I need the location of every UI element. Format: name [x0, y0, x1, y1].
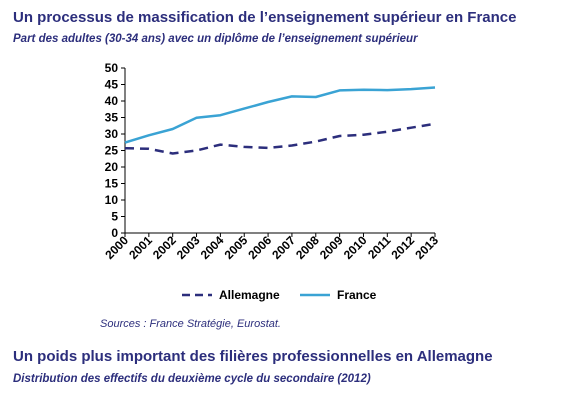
x-tick-label: 2002	[150, 233, 179, 262]
y-tick-label: 15	[105, 177, 119, 191]
y-tick-label: 30	[105, 127, 119, 141]
x-tick-label: 2011	[365, 233, 394, 262]
y-tick-label: 40	[105, 94, 119, 108]
y-tick-label: 5	[111, 210, 118, 224]
chart-subtitle: Part des adultes (30-34 ans) avec un dip…	[13, 33, 418, 45]
section-title: Un poids plus important des filières pro…	[13, 348, 493, 365]
y-tick-label: 35	[105, 111, 119, 125]
y-tick-label: 0	[111, 226, 118, 240]
x-tick-label: 2007	[269, 233, 298, 262]
legend-label-france: France	[337, 288, 377, 302]
source-note: Sources : France Stratégie, Eurostat.	[100, 318, 281, 330]
x-tick-label: 2010	[341, 233, 370, 262]
x-tick-label: 2004	[198, 233, 227, 262]
x-tick-label: 2001	[126, 233, 155, 262]
x-axis-ticks: 2000200120022003200420052006200720082009…	[102, 233, 441, 262]
y-tick-label: 25	[105, 144, 119, 158]
series-line-allemagne	[124, 122, 436, 155]
y-tick-label: 20	[105, 160, 119, 174]
y-tick-label: 50	[105, 61, 119, 75]
series-line-france	[124, 86, 436, 144]
x-tick-label: 2013	[412, 233, 441, 262]
y-tick-label: 45	[105, 78, 119, 92]
section-subtitle: Distribution des effectifs du deuxième c…	[13, 373, 371, 385]
chart-axes	[124, 68, 435, 234]
x-tick-label: 2006	[245, 233, 274, 262]
x-tick-label: 2012	[388, 233, 417, 262]
legend-label-allemagne: Allemagne	[219, 288, 280, 302]
x-tick-label: 2008	[293, 233, 322, 262]
x-tick-label: 2005	[222, 233, 251, 262]
y-axis-ticks: 0 5 10 15 20 25 30 35 40 45 50	[105, 61, 125, 240]
series-lines	[124, 86, 436, 155]
y-tick-label: 10	[105, 193, 119, 207]
x-tick-label: 2003	[174, 233, 203, 262]
x-tick-label: 2009	[317, 233, 346, 262]
legend: Allemagne France	[182, 288, 377, 302]
chart-title: Un processus de massification de l’ensei…	[13, 9, 517, 26]
x-tick-label: 2000	[102, 233, 131, 262]
